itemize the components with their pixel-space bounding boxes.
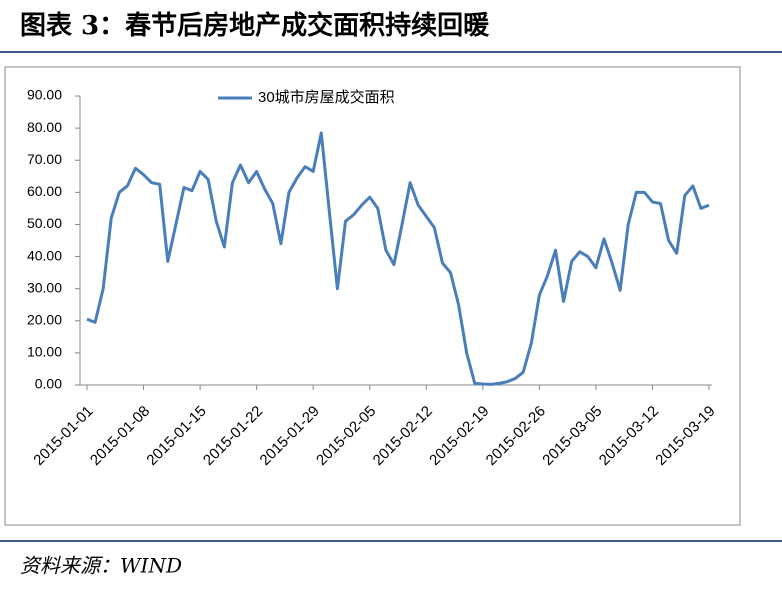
y-tick-label: 0.00	[35, 376, 62, 392]
x-tick-label: 2015-02-19	[426, 403, 492, 469]
x-tick-label: 2015-02-26	[483, 403, 549, 469]
y-tick-label: 30.00	[27, 279, 62, 295]
y-tick-label: 10.00	[27, 344, 62, 360]
y-tick-label: 60.00	[27, 183, 62, 199]
y-tick-label: 40.00	[27, 247, 62, 263]
source: 资料来源：WIND	[20, 554, 182, 578]
x-tick-label: 2015-01-22	[200, 403, 266, 469]
x-tick-label: 2015-02-05	[313, 403, 379, 469]
x-tick-label: 2015-02-12	[370, 403, 436, 469]
y-tick-label: 80.00	[27, 119, 62, 135]
x-tick-label: 2015-01-29	[257, 403, 323, 469]
data-line	[86, 131, 710, 386]
y-tick-label: 50.00	[27, 215, 62, 231]
legend-label: 30城市房屋成交面积	[258, 88, 395, 106]
x-tick-label: 2015-03-19	[652, 403, 718, 469]
y-tick-label: 90.00	[27, 87, 62, 103]
x-tick-label: 2015-03-12	[596, 403, 662, 469]
x-tick-label: 2015-01-08	[87, 403, 153, 469]
title: 图表 3：春节后房地产成交面积持续回暖	[20, 10, 490, 41]
y-tick-label: 20.00	[27, 311, 62, 327]
chart-frame	[4, 66, 741, 526]
x-tick-label: 2015-01-01	[30, 403, 96, 469]
x-tick-label: 2015-03-05	[539, 403, 605, 469]
y-tick-label: 70.00	[27, 151, 62, 167]
x-tick-label: 2015-01-15	[143, 403, 209, 469]
